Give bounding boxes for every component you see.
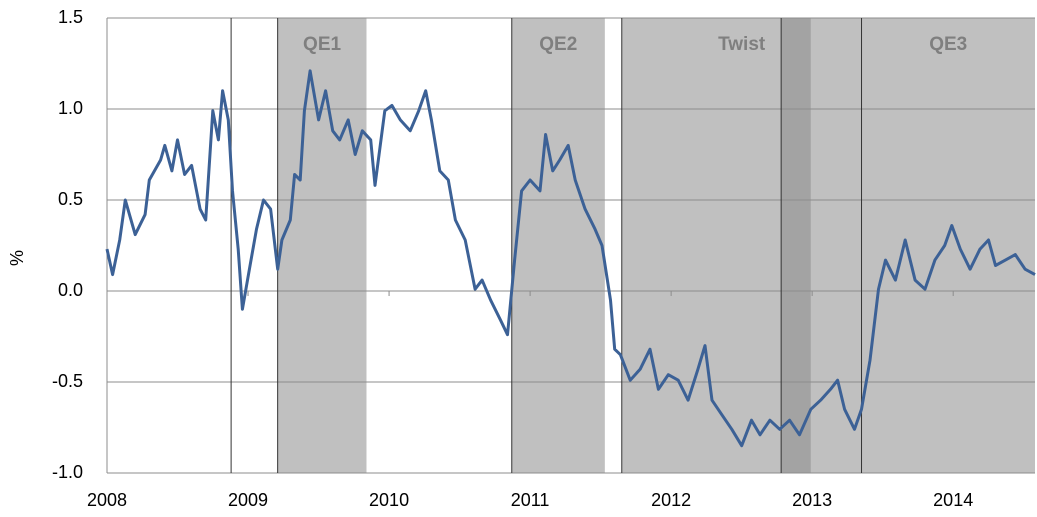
region: [861, 18, 1035, 473]
y-axis-label: %: [7, 250, 27, 266]
y-tick-label: -1.0: [52, 462, 83, 482]
data-line: [105, 69, 1036, 448]
x-tick-label: 2013: [792, 490, 832, 510]
x-tick-label: 2011: [511, 490, 550, 510]
y-tick-label: -0.5: [52, 371, 83, 391]
x-tick-label: 2009: [228, 490, 268, 510]
region: [277, 18, 367, 473]
region: [511, 18, 605, 473]
y-tick-label: 0.0: [58, 280, 83, 300]
region: [621, 18, 862, 473]
y-tick-label: 1.5: [58, 7, 83, 27]
region-label: QE3: [929, 34, 967, 55]
region-label: QE2: [539, 34, 577, 55]
y-tick-label: 1.0: [58, 98, 83, 118]
highlight-region: [781, 18, 811, 473]
y-tick-label: 0.5: [58, 189, 83, 209]
region-label: QE1: [303, 34, 341, 55]
x-tick-label: 2012: [651, 490, 691, 510]
x-tick-label: 2010: [369, 490, 409, 510]
x-tick-label: 2008: [87, 490, 127, 510]
x-tick-label: 2014: [933, 490, 973, 510]
region-label: Twist: [718, 34, 766, 55]
